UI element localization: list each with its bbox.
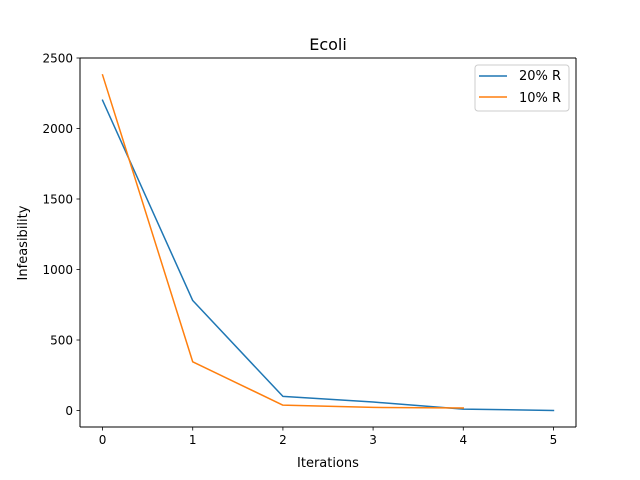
legend-label-10-r: 10% R [519,91,561,106]
x-tick-label: 2 [279,433,287,447]
legend: 20% R 10% R [474,64,570,112]
series-line-20-r [101,99,555,412]
x-tick-label: 0 [99,433,107,447]
x-axis-label: Iterations [297,456,359,471]
y-tick-label: 500 [50,334,73,348]
y-tick-label: 0 [65,404,73,418]
x-tick-label: 4 [459,433,467,447]
x-tick-label: 3 [369,433,377,447]
series-line-10-r [101,73,465,409]
plot-frame [79,57,577,428]
plot-area [80,58,576,427]
y-tick-label: 2500 [42,52,73,66]
chart-title: Ecoli [309,35,347,54]
y-axis-label: Infeasibility [16,205,31,280]
x-tick-label: 5 [550,433,558,447]
y-tick-label: 2000 [42,122,73,136]
legend-label-20-r: 20% R [519,69,561,84]
y-tick-label: 1500 [42,193,73,207]
tick-layer: 0 1 2 3 4 5 0 500 1000 1500 2000 2500 [42,52,557,448]
series-layer [101,73,555,412]
x-tick-label: 1 [189,433,197,447]
y-tick-label: 1000 [42,263,73,277]
